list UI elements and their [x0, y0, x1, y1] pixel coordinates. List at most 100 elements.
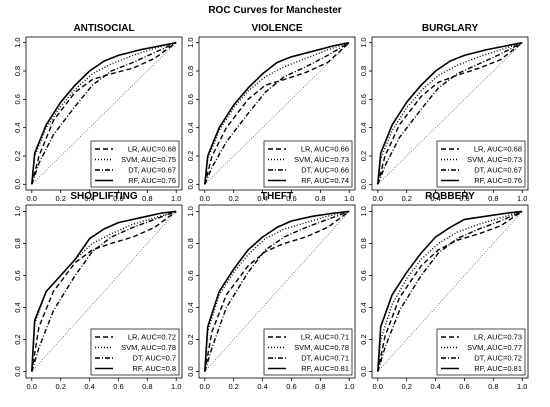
y-tick-label: 1.0 — [186, 37, 195, 47]
legend-label-rf: RF, AUC=0.76 — [474, 176, 522, 185]
x-tick-label: 0.6 — [113, 194, 123, 203]
reference-diagonal — [31, 211, 177, 372]
legend-label-svm: SVM, AUC=0.75 — [121, 155, 176, 164]
x-tick-label: 0.4 — [84, 194, 94, 203]
legend-label-rf: RF, AUC=0.81 — [474, 364, 522, 373]
roc-curve-lr — [377, 210, 523, 372]
y-tick-label: 0.0 — [13, 179, 22, 189]
x-tick-label: 0.0 — [27, 382, 37, 391]
x-tick-label: 0.2 — [228, 382, 238, 391]
roc-panel-violence: VIOLENCE 0.0 0.2 0.4 0.6 0.8 1.0 0.0 0.2 0.4 0.6 0.… — [186, 23, 356, 203]
x-tick-label: 1.0 — [344, 382, 354, 391]
legend-label-rf: RF, AUC=0.74 — [301, 176, 349, 185]
legend-label-dt: DT, AUC=0.67 — [474, 166, 522, 175]
roc-curve-lr — [377, 42, 523, 185]
y-tick-label: 0.2 — [13, 151, 22, 161]
x-tick-label: 0.4 — [257, 194, 267, 203]
x-tick-label: 0.2 — [55, 382, 65, 391]
x-tick-label: 0.0 — [373, 382, 383, 391]
x-tick-label: 0.2 — [55, 194, 65, 203]
legend-label-dt: DT, AUC=0.71 — [301, 354, 349, 363]
x-tick-label: 0.2 — [401, 194, 411, 203]
y-tick-label: 0.6 — [13, 94, 22, 104]
legend-label-lr: LR, AUC=0.72 — [128, 333, 176, 342]
y-tick-label: 0.6 — [186, 270, 195, 280]
x-tick-label: 0.8 — [315, 194, 325, 203]
y-tick-label: 0.8 — [13, 238, 22, 248]
y-tick-label: 0.0 — [186, 366, 195, 376]
roc-curve-rf — [204, 41, 350, 185]
legend-label-lr: LR, AUC=0.71 — [301, 333, 349, 342]
panel-title: VIOLENCE — [251, 23, 302, 34]
roc-curve-lr — [31, 42, 177, 185]
y-tick-label: 0.4 — [359, 302, 368, 312]
legend-label-lr: LR, AUC=0.73 — [474, 333, 522, 342]
legend-label-svm: SVM, AUC=0.78 — [121, 343, 176, 352]
y-tick-label: 0.2 — [359, 151, 368, 161]
x-tick-label: 1.0 — [344, 194, 354, 203]
roc-curve-dt — [31, 42, 177, 185]
x-tick-label: 0.4 — [430, 194, 440, 203]
y-tick-label: 1.0 — [13, 206, 22, 216]
main-title: ROC Curves for Manchester — [208, 5, 341, 16]
roc-panel-theft: THEFT 0.0 0.2 0.4 0.6 0.8 1.0 0.0 0.2 0.4 0.6 0.8 1.… — [186, 191, 356, 391]
y-tick-label: 0.6 — [359, 94, 368, 104]
panel-grid: ANTISOCIAL 0.0 0.2 0.4 0.6 0.8 1.0 0.0 0.2 0.4 0.6… — [13, 23, 529, 391]
roc-panel-antisocial: ANTISOCIAL 0.0 0.2 0.4 0.6 0.8 1.0 0.0 0.2 0.4 0.6… — [13, 23, 183, 203]
legend-label-svm: SVM, AUC=0.78 — [294, 343, 349, 352]
roc-panel-shoplifting: SHOPLIFTING 0.0 0.2 0.4 0.6 0.8 1.0 0.0 0.2 0.4 0.… — [13, 191, 183, 391]
x-tick-label: 0.8 — [488, 382, 498, 391]
x-tick-label: 0.2 — [401, 382, 411, 391]
y-tick-label: 0.4 — [186, 122, 195, 132]
y-tick-label: 0.8 — [186, 238, 195, 248]
y-tick-label: 0.4 — [359, 122, 368, 132]
legend-label-rf: RF, AUC=0.76 — [128, 176, 176, 185]
roc-curve-dt — [377, 210, 523, 372]
panel-title: BURGLARY — [422, 23, 479, 34]
roc-panel-burglary: BURGLARY 0.0 0.2 0.4 0.6 0.8 1.0 0.0 0.2 0.4 0.6 0.… — [359, 23, 529, 203]
x-tick-label: 0.0 — [200, 194, 210, 203]
legend-label-lr: LR, AUC=0.68 — [128, 145, 176, 154]
legend-label-svm: SVM, AUC=0.77 — [467, 343, 522, 352]
roc-curve-svm — [204, 42, 350, 185]
roc-curve-rf — [31, 210, 177, 372]
x-tick-label: 0.8 — [315, 382, 325, 391]
x-tick-label: 0.0 — [200, 382, 210, 391]
roc-curve-rf — [377, 41, 523, 185]
reference-diagonal — [377, 211, 523, 372]
y-tick-label: 0.4 — [186, 302, 195, 312]
reference-diagonal — [204, 211, 350, 372]
legend-label-rf: RF, AUC=0.8 — [132, 364, 176, 373]
x-tick-label: 0.8 — [142, 382, 152, 391]
plot-frame — [371, 204, 529, 379]
roc-curve-dt — [377, 42, 523, 185]
y-tick-label: 0.6 — [13, 270, 22, 280]
y-tick-label: 1.0 — [359, 206, 368, 216]
x-tick-label: 0.6 — [286, 382, 296, 391]
y-tick-label: 0.8 — [359, 66, 368, 76]
legend-label-lr: LR, AUC=0.68 — [474, 145, 522, 154]
x-tick-label: 0.6 — [113, 382, 123, 391]
legend-label-dt: DT, AUC=0.72 — [474, 354, 522, 363]
x-tick-label: 1.0 — [517, 194, 527, 203]
y-tick-label: 0.2 — [186, 334, 195, 344]
legend-label-lr: LR, AUC=0.66 — [301, 145, 349, 154]
y-tick-label: 0.8 — [186, 66, 195, 76]
roc-curve-svm — [31, 42, 177, 185]
roc-curve-dt — [204, 42, 350, 185]
y-tick-label: 0.0 — [13, 366, 22, 376]
y-tick-label: 0.6 — [186, 94, 195, 104]
y-tick-label: 0.0 — [359, 179, 368, 189]
x-tick-label: 0.4 — [430, 382, 440, 391]
x-tick-label: 0.0 — [27, 194, 37, 203]
y-tick-label: 0.2 — [359, 334, 368, 344]
x-tick-label: 0.8 — [488, 194, 498, 203]
y-tick-label: 0.8 — [13, 66, 22, 76]
x-tick-label: 0.4 — [84, 382, 94, 391]
roc-panel-robbery: ROBBERY 0.0 0.2 0.4 0.6 0.8 1.0 0.0 0.2 0.4 0.6 0.8… — [359, 191, 529, 391]
panel-title: ROBBERY — [425, 191, 475, 202]
